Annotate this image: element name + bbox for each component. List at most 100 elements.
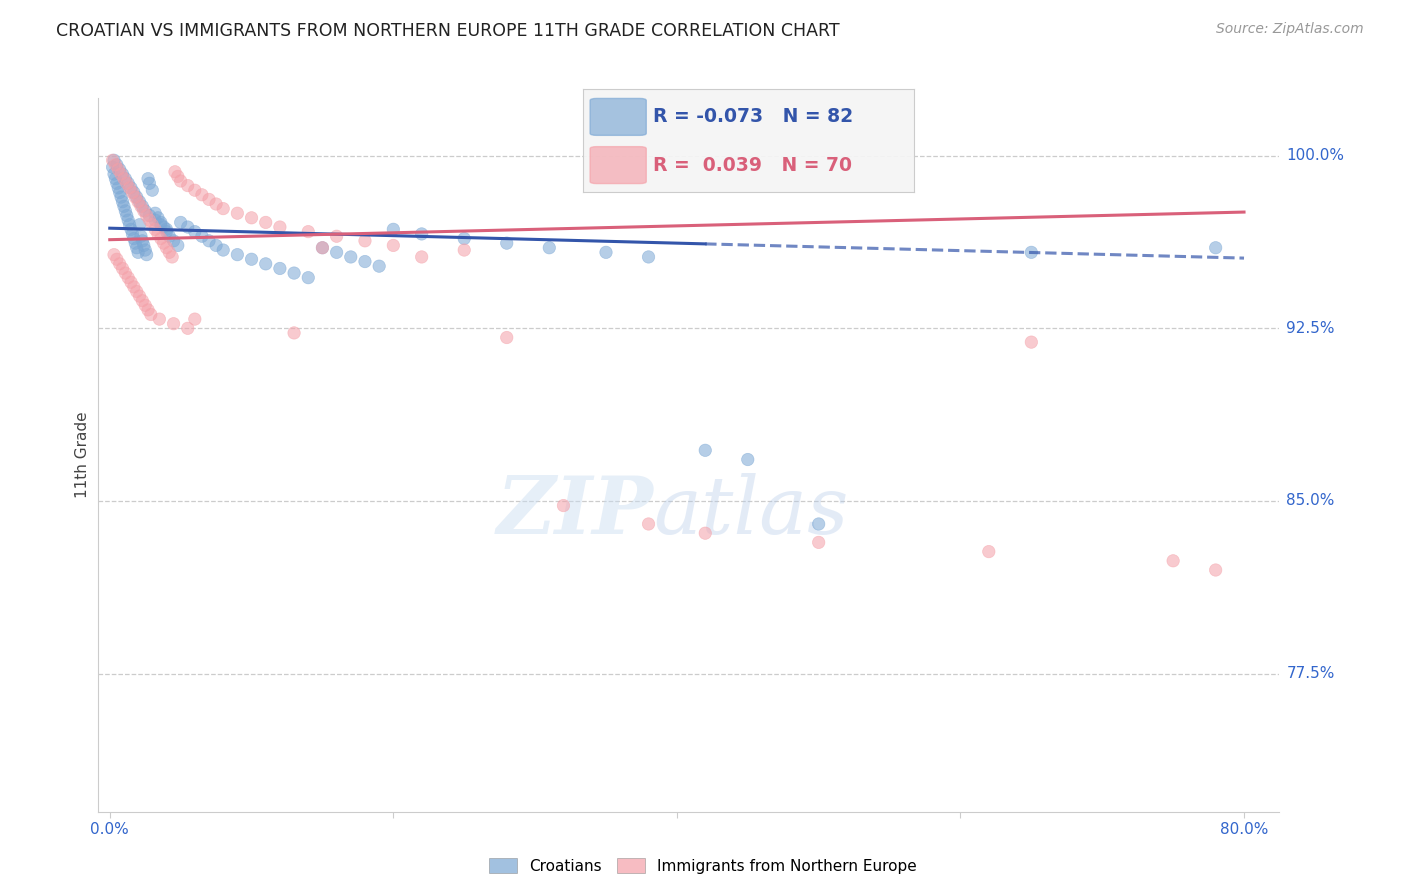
Point: [595, 245, 617, 260]
Point: [131, 234, 153, 248]
Point: [105, 176, 128, 190]
Point: [453, 231, 475, 245]
Point: [226, 206, 249, 220]
Point: [115, 176, 138, 190]
Text: ZIP: ZIP: [496, 474, 654, 550]
Point: [110, 167, 132, 181]
Point: [737, 452, 759, 467]
Text: R =  0.039   N = 70: R = 0.039 N = 70: [652, 155, 852, 175]
Point: [339, 250, 361, 264]
Point: [169, 215, 191, 229]
Point: [149, 231, 172, 245]
Point: [128, 218, 150, 232]
Point: [453, 243, 475, 257]
Point: [122, 280, 145, 294]
Point: [148, 312, 170, 326]
Point: [122, 231, 145, 245]
Text: atlas: atlas: [654, 474, 849, 550]
Point: [143, 213, 166, 227]
Point: [111, 194, 134, 209]
Point: [138, 176, 160, 190]
Point: [807, 516, 830, 531]
Point: [135, 247, 157, 261]
Point: [283, 326, 305, 340]
Point: [125, 285, 148, 299]
Point: [695, 526, 717, 541]
Point: [115, 209, 138, 223]
Point: [191, 229, 214, 244]
Point: [120, 275, 142, 289]
Text: 100.0%: 100.0%: [1286, 148, 1344, 163]
Point: [117, 176, 139, 190]
Point: [226, 247, 249, 261]
Point: [198, 234, 221, 248]
Point: [146, 227, 169, 241]
Point: [108, 186, 131, 200]
Point: [368, 259, 391, 273]
Point: [108, 162, 131, 177]
Point: [155, 225, 177, 239]
Point: [538, 241, 561, 255]
Y-axis label: 11th Grade: 11th Grade: [75, 411, 90, 499]
Point: [149, 218, 172, 232]
Point: [111, 167, 134, 181]
Point: [112, 171, 135, 186]
Point: [254, 257, 277, 271]
Point: [157, 229, 180, 244]
Point: [125, 241, 148, 255]
Point: [114, 203, 136, 218]
Point: [118, 181, 141, 195]
Point: [143, 206, 166, 220]
Point: [283, 266, 305, 280]
Point: [125, 190, 148, 204]
Point: [134, 243, 156, 257]
Point: [138, 213, 160, 227]
Point: [177, 321, 200, 335]
Point: [105, 252, 128, 267]
Text: 92.5%: 92.5%: [1286, 321, 1334, 335]
Point: [121, 186, 143, 200]
Point: [132, 238, 155, 252]
Point: [122, 186, 145, 200]
Point: [135, 209, 157, 223]
Point: [382, 222, 405, 236]
Point: [101, 153, 124, 168]
FancyBboxPatch shape: [591, 98, 647, 136]
Point: [155, 241, 177, 255]
Point: [118, 218, 141, 232]
Point: [124, 236, 146, 251]
Point: [117, 213, 139, 227]
Point: [162, 234, 184, 248]
Point: [212, 202, 235, 216]
Point: [495, 236, 517, 251]
Text: CROATIAN VS IMMIGRANTS FROM NORTHERN EUROPE 11TH GRADE CORRELATION CHART: CROATIAN VS IMMIGRANTS FROM NORTHERN EUR…: [56, 22, 839, 40]
Point: [163, 165, 186, 179]
Point: [139, 308, 162, 322]
Point: [166, 169, 188, 184]
Point: [117, 270, 139, 285]
Point: [138, 209, 160, 223]
Point: [103, 153, 125, 168]
Point: [977, 544, 1000, 558]
Point: [132, 203, 155, 218]
Point: [411, 227, 433, 241]
Point: [411, 250, 433, 264]
Point: [1021, 335, 1043, 350]
Point: [191, 187, 214, 202]
Text: 77.5%: 77.5%: [1286, 666, 1334, 681]
Text: 85.0%: 85.0%: [1286, 493, 1334, 508]
Point: [157, 245, 180, 260]
Point: [160, 250, 183, 264]
Point: [127, 194, 149, 209]
Point: [108, 257, 131, 271]
Point: [101, 160, 124, 174]
Point: [807, 535, 830, 549]
Point: [1205, 563, 1227, 577]
Point: [112, 199, 135, 213]
Point: [136, 171, 159, 186]
Point: [269, 220, 291, 235]
Point: [205, 197, 228, 211]
Point: [120, 181, 142, 195]
Point: [354, 254, 377, 268]
Point: [495, 330, 517, 344]
